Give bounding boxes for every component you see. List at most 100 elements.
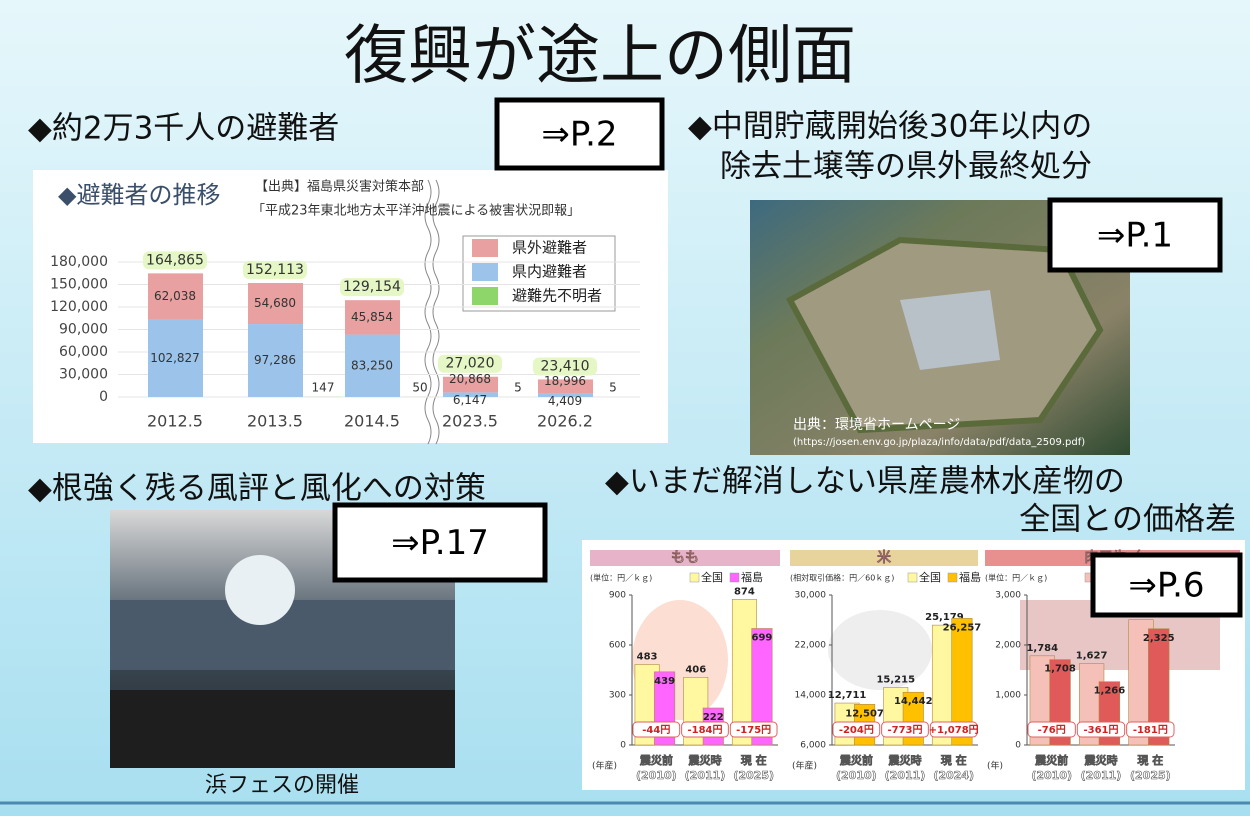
x-tick-label: 震災前 [639, 753, 673, 767]
total-label: 23,410 [541, 358, 590, 374]
difference-pill [681, 721, 729, 738]
bar-value-label: 5 [514, 380, 522, 394]
page-reference-box [332, 502, 548, 583]
y-tick-label: 0 [99, 389, 108, 405]
bar-value-label: 439 [654, 676, 675, 687]
legend-label: 福島 [741, 570, 763, 584]
panel-header [590, 550, 780, 566]
x-axis-label: (年) [987, 760, 1003, 772]
bar-value-label: 874 [734, 586, 755, 597]
bar-value-label: 62,038 [154, 289, 196, 303]
photo-caption: 浜フェスの開催 [205, 773, 359, 798]
difference-pill [632, 721, 681, 738]
difference-label: +1,078円 [929, 724, 979, 736]
bar-value-label: 50 [412, 380, 427, 394]
page-reference: ⇒P.2 [541, 115, 617, 155]
x-tick-label: (2011) [885, 769, 926, 782]
bar-value-label: 54,680 [254, 296, 296, 310]
bar-segment [538, 393, 593, 397]
bar-value-label: 1,708 [1044, 664, 1076, 675]
total-label: 27,020 [446, 356, 495, 372]
unit-label: (単位：円／ｋｇ) [985, 573, 1047, 583]
difference-pill [832, 721, 881, 738]
y-tick-label: 1,000 [995, 691, 1021, 701]
y-tick-label: 180,000 [50, 254, 108, 270]
page-reference-box [1047, 197, 1223, 273]
difference-label: -76円 [1038, 724, 1066, 736]
x-tick-label: 震災時 [888, 753, 922, 767]
bar [1148, 628, 1170, 746]
bar-value-label: 1,627 [1076, 651, 1108, 662]
section-heading: ◆根強く残る風評と風化への対策 [28, 471, 486, 507]
bar-value-label: 1,266 [1094, 686, 1126, 697]
photo-detail [225, 555, 295, 625]
x-tick-label: 震災前 [839, 753, 873, 767]
x-tick-label: (2010) [836, 769, 877, 782]
bar-segment [345, 300, 400, 335]
difference-label: -361円 [1083, 724, 1118, 736]
x-tick-label: 2013.5 [247, 412, 303, 431]
photo-detail [900, 290, 1000, 370]
bar [951, 618, 973, 746]
bar-segment [443, 376, 498, 393]
legend-swatch [472, 263, 498, 281]
legend-label: 全国 [701, 570, 723, 584]
x-tick-label: 震災前 [1034, 753, 1068, 767]
bar-value-label: 12,507 [845, 708, 884, 719]
x-tick-label: (2010) [1031, 769, 1072, 782]
y-tick-label: 30,000 [59, 367, 108, 383]
x-tick-label: (2025) [1130, 769, 1171, 782]
difference-pill [929, 721, 978, 738]
legend-swatch [689, 572, 700, 583]
bar-value-label: 26,257 [943, 622, 982, 633]
y-tick-label: 120,000 [50, 299, 108, 315]
x-tick-label: 2026.2 [537, 412, 593, 431]
slide-title: 復興が途上の側面 [344, 20, 856, 94]
total-highlight [340, 278, 404, 297]
y-tick-label: 0 [1015, 741, 1021, 751]
bar-value-label: 147 [312, 380, 335, 394]
bar-value-label: 5 [609, 380, 617, 394]
y-tick-label: 14,000 [795, 691, 827, 701]
chart-title: ◆避難者の推移 [58, 181, 220, 209]
legend-label: 福島 [959, 570, 981, 584]
y-tick-label: 300 [609, 691, 626, 701]
x-tick-label: (2011) [685, 769, 726, 782]
legend-label: 避難先不明者 [512, 287, 602, 305]
chart-source: 「平成23年東北地方太平洋沖地震による被害状況即報」 [252, 203, 580, 219]
bar-value-label: 83,250 [351, 358, 393, 372]
photo-detail [110, 690, 455, 768]
bar-segment [148, 273, 203, 320]
bar-value-label: 25,179 [925, 612, 964, 623]
bar-value-label: 12,711 [828, 690, 867, 701]
y-tick-label: 90,000 [59, 322, 108, 338]
x-axis-label: (年産) [792, 760, 817, 772]
axis-break [424, 179, 440, 445]
bar-value-label: 1,784 [1026, 643, 1058, 654]
x-tick-label: 2012.5 [147, 412, 203, 431]
x-tick-label: 震災時 [688, 753, 722, 767]
panel-title: 米 [877, 549, 892, 566]
y-tick-label: 600 [609, 641, 626, 651]
bar-value-label: 45,854 [351, 310, 393, 324]
total-highlight [143, 251, 207, 270]
bar-value-label: 406 [685, 664, 706, 675]
total-label: 129,154 [343, 279, 401, 295]
difference-label: -44円 [642, 724, 670, 736]
x-axis-label: (年産) [592, 760, 617, 772]
x-tick-label: 現 在 [1137, 753, 1163, 767]
legend-label: 県外避難者 [512, 239, 587, 257]
section-heading: ◆いまだ解消しない県産農林水産物の [605, 464, 1125, 500]
section-heading: 全国との価格差 [1019, 502, 1236, 538]
difference-label: -204円 [839, 724, 874, 736]
page-reference: ⇒P.17 [391, 523, 489, 563]
y-tick-label: 150,000 [50, 277, 108, 293]
bar-value-label: 483 [637, 652, 658, 663]
bar-value-label: 14,442 [894, 696, 933, 707]
y-tick-label: 60,000 [59, 344, 108, 360]
difference-pill [1027, 721, 1076, 738]
panel-header [790, 550, 978, 566]
legend-swatch [729, 572, 740, 583]
y-tick-label: 900 [609, 591, 626, 601]
